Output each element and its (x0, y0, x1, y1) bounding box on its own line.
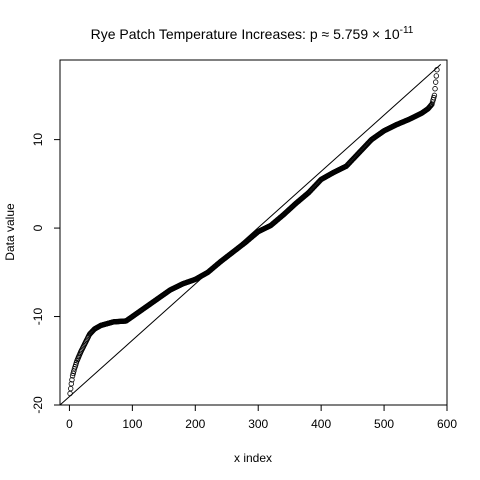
data-point (431, 94, 437, 101)
chart-title: Rye Patch Temperature Increases: p ≈ 5.7… (91, 25, 414, 42)
x-tick-label: 600 (437, 417, 457, 431)
y-tick-label: 10 (31, 133, 45, 147)
data-point (69, 377, 75, 383)
reference-line (59, 64, 442, 406)
y-axis: -20 -10 0 10 (31, 133, 60, 414)
x-tick-label: 400 (311, 417, 331, 431)
data-points (67, 67, 440, 397)
chart-title-main: Rye Patch Temperature Increases: p ≈ 5.7… (91, 26, 400, 42)
data-point (434, 67, 440, 73)
y-tick-label: -10 (31, 308, 45, 326)
x-tick-label: 300 (248, 417, 268, 431)
data-point (433, 73, 440, 79)
y-axis-label: Data value (3, 203, 17, 261)
x-tick-label: 200 (185, 417, 205, 431)
data-point (428, 102, 434, 108)
data-point (70, 370, 76, 377)
chart-title-exponent: -11 (400, 25, 414, 36)
reference-line-group (59, 64, 442, 406)
x-axis: 0 100 200 300 400 500 600 (66, 405, 457, 431)
data-point (432, 86, 438, 92)
x-axis-label: x index (234, 451, 272, 465)
data-point (68, 381, 75, 387)
data-point (69, 373, 76, 379)
data-point (432, 79, 439, 85)
y-tick-label: -20 (31, 396, 45, 414)
x-tick-label: 0 (66, 417, 73, 431)
y-tick-label: 0 (31, 224, 45, 231)
x-tick-label: 500 (374, 417, 394, 431)
x-tick-label: 100 (122, 417, 142, 431)
plot-frame (59, 59, 448, 406)
data-point (431, 92, 438, 99)
